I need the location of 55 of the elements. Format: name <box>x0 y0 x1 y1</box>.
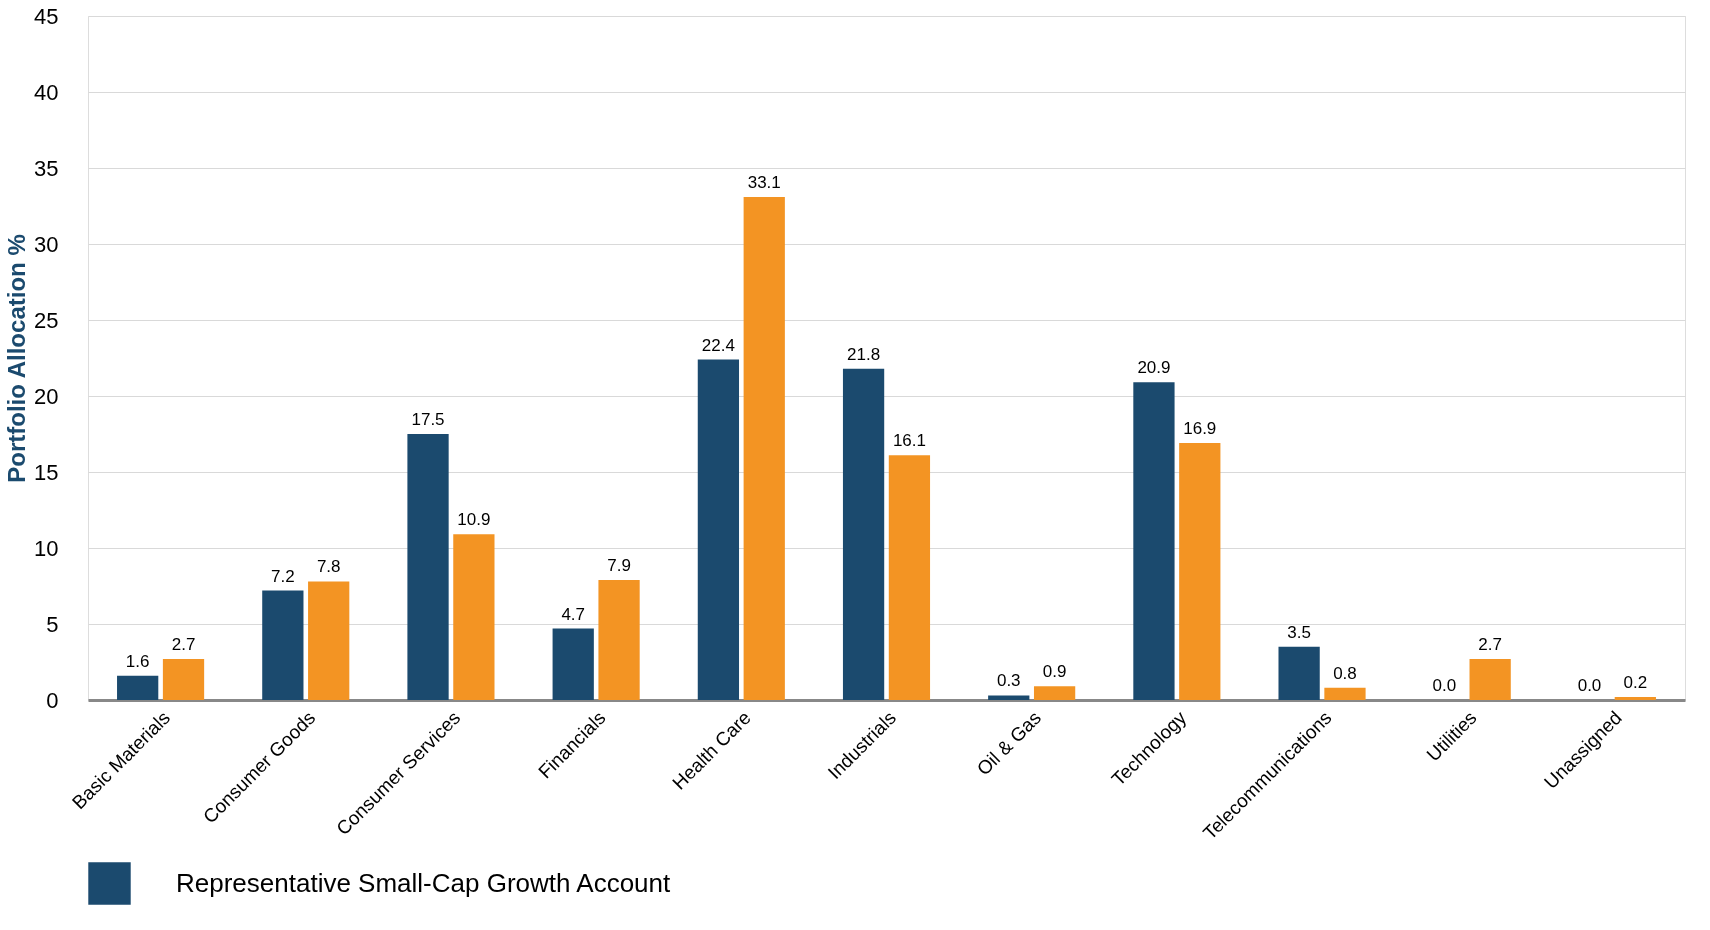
bar <box>598 579 640 700</box>
y-tick-label: 25 <box>34 307 59 333</box>
data-label: 7.8 <box>316 557 341 577</box>
y-axis-title: Portfolio Allocation % <box>3 234 31 483</box>
y-tick-label: 0 <box>46 687 59 713</box>
data-label: 2.7 <box>171 634 196 654</box>
bar <box>262 590 304 700</box>
bar <box>1278 646 1320 700</box>
y-tick-label: 10 <box>34 535 59 561</box>
bar <box>407 434 449 700</box>
data-label: 3.5 <box>1287 622 1311 642</box>
bar <box>552 628 594 700</box>
data-label: 22.4 <box>701 335 735 355</box>
y-tick-label: 20 <box>34 383 59 409</box>
bar <box>1133 382 1175 700</box>
data-label: 0.2 <box>1623 672 1648 692</box>
data-label: 16.9 <box>1183 419 1217 439</box>
bar <box>1179 443 1221 700</box>
bar <box>453 534 495 700</box>
legend-label: Representative Small-Cap Growth Account <box>176 867 671 898</box>
bar <box>1469 658 1511 700</box>
data-label: 20.9 <box>1137 358 1171 378</box>
data-label: 17.5 <box>411 410 445 429</box>
data-label: 0.0 <box>1432 676 1457 695</box>
y-tick-label: 40 <box>34 79 59 105</box>
bar <box>988 695 1030 700</box>
y-tick-label: 30 <box>34 231 59 257</box>
y-tick-label: 5 <box>46 611 59 637</box>
data-label: 21.8 <box>847 344 881 364</box>
bar <box>888 455 931 700</box>
data-label: 33.1 <box>747 172 781 192</box>
x-tick-label: Oil & Gas <box>972 707 1046 780</box>
data-label: 0.0 <box>1577 676 1602 695</box>
data-label: 10.9 <box>457 510 491 530</box>
data-label: 7.9 <box>607 555 631 575</box>
bar <box>162 658 205 700</box>
data-label: 2.7 <box>1478 634 1502 654</box>
bar <box>1324 687 1366 700</box>
data-label: 16.1 <box>892 431 926 451</box>
data-label: 7.2 <box>271 566 295 586</box>
y-tick-label: 35 <box>34 155 59 181</box>
data-label: 0.3 <box>996 671 1021 691</box>
data-label: 4.7 <box>561 604 586 624</box>
bar <box>842 368 885 700</box>
bar <box>117 675 159 700</box>
y-tick-label: 15 <box>34 459 59 485</box>
bar <box>697 359 740 700</box>
bar <box>308 581 350 700</box>
bar <box>743 196 785 700</box>
bar <box>1614 696 1656 700</box>
y-tick-label: 45 <box>34 3 59 29</box>
bar <box>1033 686 1076 700</box>
data-label: 0.8 <box>1333 663 1357 683</box>
data-label: 1.6 <box>125 651 150 671</box>
data-label: 0.9 <box>1042 662 1067 682</box>
